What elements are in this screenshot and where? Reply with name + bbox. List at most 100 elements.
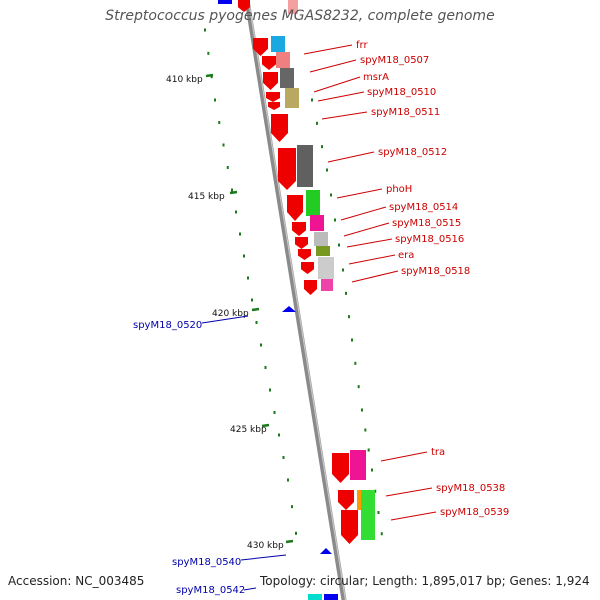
gene-labels: frr spyM18_0507 msrA spyM18_0510 spyM18_0511…	[133, 40, 509, 596]
accession-label: Accession: NC_003485	[8, 574, 145, 588]
track-dot	[260, 343, 262, 347]
track-dot	[326, 168, 328, 172]
gene-label-msra: msrA	[363, 72, 389, 83]
forward-gene-arrow	[295, 237, 308, 249]
gene-label-spym18_0514: spyM18_0514	[389, 202, 458, 213]
track-dot	[251, 298, 253, 302]
track-dot	[235, 210, 237, 214]
forward-gene-arrow	[253, 38, 268, 56]
track-dot	[231, 188, 233, 192]
gene-leader-line	[303, 44, 353, 55]
feature-box	[308, 594, 322, 600]
gene-leader-line	[313, 76, 361, 93]
gene-leader-line	[309, 59, 357, 73]
scale-tick-label: 410 kbp	[166, 75, 203, 85]
track-dot	[282, 456, 285, 459]
feature-box	[285, 88, 299, 108]
gene-leader-line	[201, 315, 249, 324]
gene-leader-line	[336, 188, 383, 199]
feature-box	[310, 215, 324, 231]
gene-leader-line	[348, 254, 396, 265]
track-dot	[291, 505, 293, 509]
gene-label-spym18_0538: spyM18_0538	[436, 483, 505, 494]
gene-leader-line	[340, 206, 387, 221]
track-dot	[214, 98, 216, 102]
track-dot	[264, 366, 267, 369]
track-dot	[239, 232, 241, 236]
gene-label-spym18_0516: spyM18_0516	[395, 234, 464, 245]
gene-leader-line	[321, 111, 368, 120]
gene-leader-line	[385, 487, 433, 497]
gene-leader-line	[380, 451, 428, 462]
track-dot	[247, 276, 249, 280]
track-dot	[204, 28, 206, 32]
outer-track-dots	[311, 98, 383, 536]
feature-box	[280, 68, 294, 88]
gene-leader-line	[327, 151, 375, 163]
feature-track-dots	[204, 28, 383, 536]
scale-tick-mark	[261, 423, 270, 428]
gene-label-spym18_0515: spyM18_0515	[392, 218, 461, 229]
scale-tick-mark	[205, 73, 214, 78]
scale-tick-label: 420 kbp	[212, 309, 249, 319]
forward-gene-arrow	[341, 510, 358, 544]
track-dot	[330, 193, 332, 197]
track-dot	[278, 433, 280, 437]
genome-backbone	[244, 0, 347, 600]
feature-boxes	[271, 0, 375, 600]
track-dot	[334, 218, 336, 222]
feature-box	[316, 246, 330, 256]
track-dot	[345, 291, 347, 295]
track-dot	[371, 468, 373, 472]
track-dot	[321, 145, 323, 149]
feature-box	[324, 594, 338, 600]
inner-track-dots	[204, 28, 297, 535]
gene-label-spym18_0542: spyM18_0542	[176, 585, 245, 596]
track-dot	[255, 321, 258, 324]
track-dot	[357, 385, 360, 389]
track-dot	[295, 531, 297, 535]
scale-tick-label: 430 kbp	[247, 541, 284, 551]
track-dot	[269, 388, 271, 392]
reverse-gene-arrow	[320, 548, 332, 554]
gene-leader-line	[351, 270, 399, 283]
gene-leader-line	[243, 587, 257, 591]
feature-box	[321, 279, 333, 291]
gene-label-leaders	[201, 44, 437, 591]
gene-leader-line	[240, 554, 287, 561]
reverse-gene-arrow	[282, 306, 296, 312]
gene-leader-line	[317, 91, 365, 102]
gene-label-spym18_0510: spyM18_0510	[367, 87, 436, 98]
forward-gene-arrow	[238, 0, 250, 12]
track-dot	[311, 98, 313, 102]
gene-label-spym18_0507: spyM18_0507	[360, 55, 429, 66]
gene-label-spym18_0512: spyM18_0512	[378, 147, 447, 158]
gene-label-spym18_0520: spyM18_0520	[133, 320, 202, 331]
track-dot	[222, 143, 225, 147]
gene-label-phoh: phoH	[386, 184, 412, 195]
scale-ticks: 410 kbp 415 kbp 420 kbp 425 kbp 430 kbp	[166, 73, 294, 551]
forward-gene-arrow	[292, 222, 306, 236]
topology-label: Topology: circular; Length: 1,895,017 bp…	[260, 574, 590, 588]
backbone-line	[244, 0, 347, 600]
gene-label-spym18_0511: spyM18_0511	[371, 107, 440, 118]
track-dot	[316, 121, 318, 125]
track-dot	[348, 315, 350, 319]
forward-gene-arrow	[262, 56, 276, 70]
feature-box	[350, 450, 366, 480]
feature-box	[314, 232, 328, 246]
track-dot	[351, 338, 353, 342]
track-dot	[287, 478, 289, 482]
scale-tick-mark	[285, 539, 294, 544]
backbone-highlight	[247, 0, 347, 600]
gene-leader-line	[346, 238, 393, 248]
track-dot	[218, 121, 221, 124]
feature-box	[318, 257, 334, 279]
track-dot	[210, 75, 213, 79]
feature-box	[271, 36, 285, 52]
gene-leader-line	[343, 222, 390, 237]
gene-label-spym18_0539: spyM18_0539	[440, 507, 509, 518]
scale-tick-label: 425 kbp	[230, 425, 267, 435]
feature-box	[297, 145, 313, 187]
